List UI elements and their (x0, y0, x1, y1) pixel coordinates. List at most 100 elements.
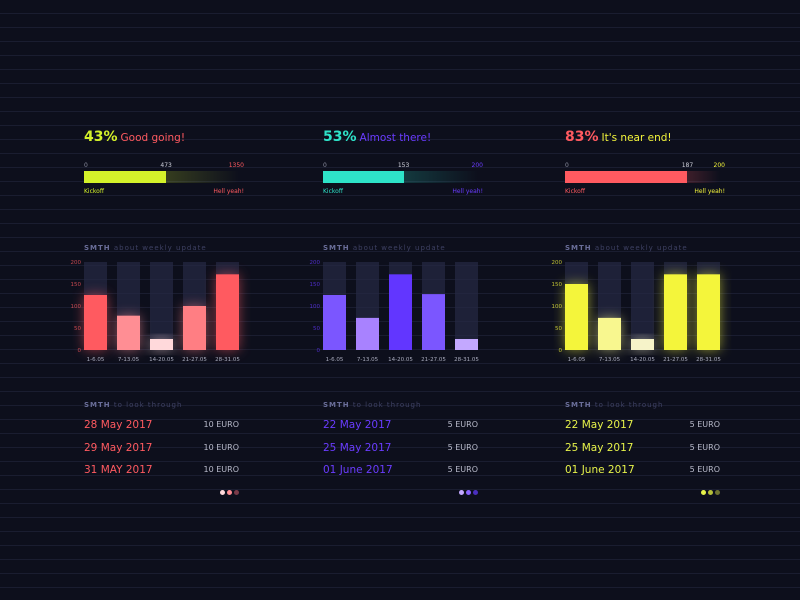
pagination-dot[interactable] (701, 490, 706, 495)
pagination-dot[interactable] (708, 490, 713, 495)
y-tick-label: 0 (317, 348, 321, 354)
payment-amount: 10 EURO (203, 443, 240, 452)
progress-start-label: Kickoff (323, 188, 343, 195)
payment-amount: 10 EURO (203, 465, 240, 474)
panel-red: 43% Good going! 0 473 1350 Kickoff Hell y… (71, 0, 244, 600)
chart-title-brand: SMTH (84, 244, 111, 252)
x-tick-label: 14-20.05 (149, 357, 174, 363)
progress-header: 43% Good going! (84, 126, 185, 145)
y-tick-label: 100 (71, 304, 82, 310)
payment-row[interactable]: 29 May 2017 10 EURO (84, 442, 239, 456)
progress-bar-fill (84, 171, 167, 183)
x-tick-label: 28-31.05 (215, 357, 240, 363)
panel-yellow: 83% It's near end! 0 187 200 Kickoff Hell… (552, 0, 725, 600)
payment-row[interactable]: 28 May 2017 10 EURO (84, 419, 239, 433)
pagination-dots (457, 490, 478, 495)
pagination-dot[interactable] (715, 490, 720, 495)
bar-background (150, 262, 173, 350)
x-tick-label: 7-13.05 (118, 357, 140, 363)
bar[interactable] (84, 295, 107, 350)
bar[interactable] (664, 274, 687, 350)
payment-date: 22 May 2017 (565, 419, 634, 431)
x-tick-label: 28-31.05 (696, 357, 721, 363)
pagination-dots (699, 490, 720, 495)
progress-header: 83% It's near end! (565, 126, 672, 145)
progress-header: 53% Almost there! (323, 126, 431, 145)
x-tick-label: 21-27.05 (182, 357, 207, 363)
progress-end-label: Hell yeah! (694, 188, 725, 195)
y-tick-label: 150 (310, 282, 321, 288)
list-title: SMTH to look through (323, 401, 421, 409)
bar[interactable] (183, 306, 206, 350)
y-tick-label: 100 (310, 304, 321, 310)
pagination-dot[interactable] (473, 490, 478, 495)
pagination-dot[interactable] (466, 490, 471, 495)
payment-row[interactable]: 01 June 2017 5 EURO (323, 464, 478, 478)
x-tick-label: 1-6.05 (326, 357, 344, 363)
payment-row[interactable]: 22 May 2017 5 EURO (565, 419, 720, 433)
payment-date: 25 May 2017 (565, 442, 634, 454)
bar[interactable] (323, 295, 346, 350)
payment-amount: 5 EURO (689, 443, 720, 452)
y-tick-label: 200 (552, 260, 563, 266)
y-tick-label: 50 (313, 326, 320, 332)
bar[interactable] (455, 339, 478, 350)
progress-start-label: Kickoff (565, 188, 585, 195)
percent-value: 43% (84, 129, 118, 145)
bar[interactable] (150, 339, 173, 350)
bar[interactable] (389, 274, 412, 350)
y-tick-label: 200 (71, 260, 82, 266)
y-tick-label: 150 (552, 282, 563, 288)
progress-end-label: Hell yeah! (452, 188, 483, 195)
payment-date: 01 June 2017 (565, 464, 635, 476)
pagination-dot[interactable] (459, 490, 464, 495)
x-tick-label: 14-20.05 (630, 357, 655, 363)
x-tick-label: 28-31.05 (454, 357, 479, 363)
chart-title: SMTH about weekly update (565, 244, 688, 252)
payment-row[interactable]: 25 May 2017 5 EURO (565, 442, 720, 456)
payment-amount: 10 EURO (203, 420, 240, 429)
bar[interactable] (117, 315, 140, 350)
list-title-brand: SMTH (84, 401, 111, 409)
panel-violet: 53% Almost there! 0 153 200 Kickoff Hell … (310, 0, 483, 600)
x-tick-label: 21-27.05 (663, 357, 688, 363)
payment-date: 31 MAY 2017 (84, 464, 153, 476)
progress-end-label: Hell yeah! (213, 188, 244, 195)
bar[interactable] (356, 317, 379, 350)
bar-background (455, 262, 478, 350)
payment-amount: 5 EURO (447, 465, 478, 474)
progress-current-label: 473 (160, 162, 172, 169)
progress-bar (565, 171, 720, 183)
payment-amount: 5 EURO (447, 443, 478, 452)
weekly-bar-chart: 0 50 100 150 200 1-6.05 7-13.05 14-20.05 21-27.0… (310, 260, 480, 363)
status-message: Good going! (120, 132, 186, 144)
bar[interactable] (697, 274, 720, 350)
status-message: It's near end! (601, 132, 672, 144)
list-title: SMTH to look through (84, 401, 182, 409)
pagination-dot[interactable] (234, 490, 239, 495)
payment-row[interactable]: 25 May 2017 5 EURO (323, 442, 478, 456)
pagination-dot[interactable] (227, 490, 232, 495)
progress-max-label: 1350 (228, 162, 244, 169)
payment-amount: 5 EURO (447, 420, 478, 429)
bar[interactable] (598, 317, 621, 350)
bar[interactable] (631, 339, 654, 350)
bar[interactable] (565, 284, 588, 350)
bar[interactable] (216, 274, 239, 350)
x-tick-label: 1-6.05 (568, 357, 586, 363)
x-tick-label: 7-13.05 (357, 357, 379, 363)
payment-row[interactable]: 31 MAY 2017 10 EURO (84, 464, 239, 478)
pagination-dot[interactable] (220, 490, 225, 495)
bar[interactable] (422, 294, 445, 350)
x-tick-label: 7-13.05 (599, 357, 621, 363)
chart-title-brand: SMTH (323, 244, 350, 252)
payment-row[interactable]: 01 June 2017 5 EURO (565, 464, 720, 478)
list-title: SMTH to look through (565, 401, 663, 409)
bar-background (631, 262, 654, 350)
progress-current-label: 153 (397, 162, 410, 169)
y-tick-label: 100 (552, 304, 563, 310)
list-title-text: to look through (594, 401, 664, 409)
payment-row[interactable]: 22 May 2017 5 EURO (323, 419, 478, 433)
payment-date: 01 June 2017 (323, 464, 393, 476)
y-tick-label: 200 (310, 260, 321, 266)
